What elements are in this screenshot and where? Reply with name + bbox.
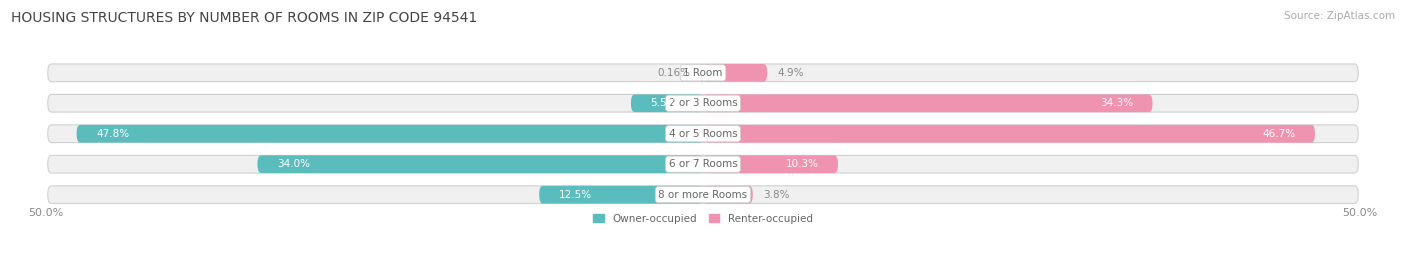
FancyBboxPatch shape xyxy=(703,64,768,82)
FancyBboxPatch shape xyxy=(703,186,752,204)
Text: HOUSING STRUCTURES BY NUMBER OF ROOMS IN ZIP CODE 94541: HOUSING STRUCTURES BY NUMBER OF ROOMS IN… xyxy=(11,11,478,25)
Text: 5.5%: 5.5% xyxy=(651,98,678,108)
Text: 50.0%: 50.0% xyxy=(1343,208,1378,218)
Legend: Owner-occupied, Renter-occupied: Owner-occupied, Renter-occupied xyxy=(593,214,813,224)
FancyBboxPatch shape xyxy=(538,186,703,204)
FancyBboxPatch shape xyxy=(703,94,1153,112)
FancyBboxPatch shape xyxy=(631,94,703,112)
Text: 46.7%: 46.7% xyxy=(1263,129,1295,139)
FancyBboxPatch shape xyxy=(702,64,703,82)
Text: 4 or 5 Rooms: 4 or 5 Rooms xyxy=(669,129,737,139)
Text: 34.0%: 34.0% xyxy=(277,159,311,169)
FancyBboxPatch shape xyxy=(703,155,838,173)
FancyBboxPatch shape xyxy=(48,64,1358,82)
Text: 6 or 7 Rooms: 6 or 7 Rooms xyxy=(669,159,737,169)
Text: 8 or more Rooms: 8 or more Rooms xyxy=(658,190,748,200)
Text: 0.16%: 0.16% xyxy=(658,68,690,78)
FancyBboxPatch shape xyxy=(703,125,1315,143)
FancyBboxPatch shape xyxy=(48,186,1358,204)
Text: 1 Room: 1 Room xyxy=(683,68,723,78)
FancyBboxPatch shape xyxy=(257,155,703,173)
Text: 3.8%: 3.8% xyxy=(763,190,790,200)
FancyBboxPatch shape xyxy=(76,125,703,143)
FancyBboxPatch shape xyxy=(48,155,1358,173)
Text: 47.8%: 47.8% xyxy=(96,129,129,139)
Text: 50.0%: 50.0% xyxy=(28,208,63,218)
Text: 10.3%: 10.3% xyxy=(786,159,818,169)
Text: Source: ZipAtlas.com: Source: ZipAtlas.com xyxy=(1284,11,1395,21)
Text: 4.9%: 4.9% xyxy=(778,68,804,78)
Text: 2 or 3 Rooms: 2 or 3 Rooms xyxy=(669,98,737,108)
Text: 34.3%: 34.3% xyxy=(1099,98,1133,108)
FancyBboxPatch shape xyxy=(48,125,1358,143)
FancyBboxPatch shape xyxy=(48,94,1358,112)
Text: 12.5%: 12.5% xyxy=(558,190,592,200)
